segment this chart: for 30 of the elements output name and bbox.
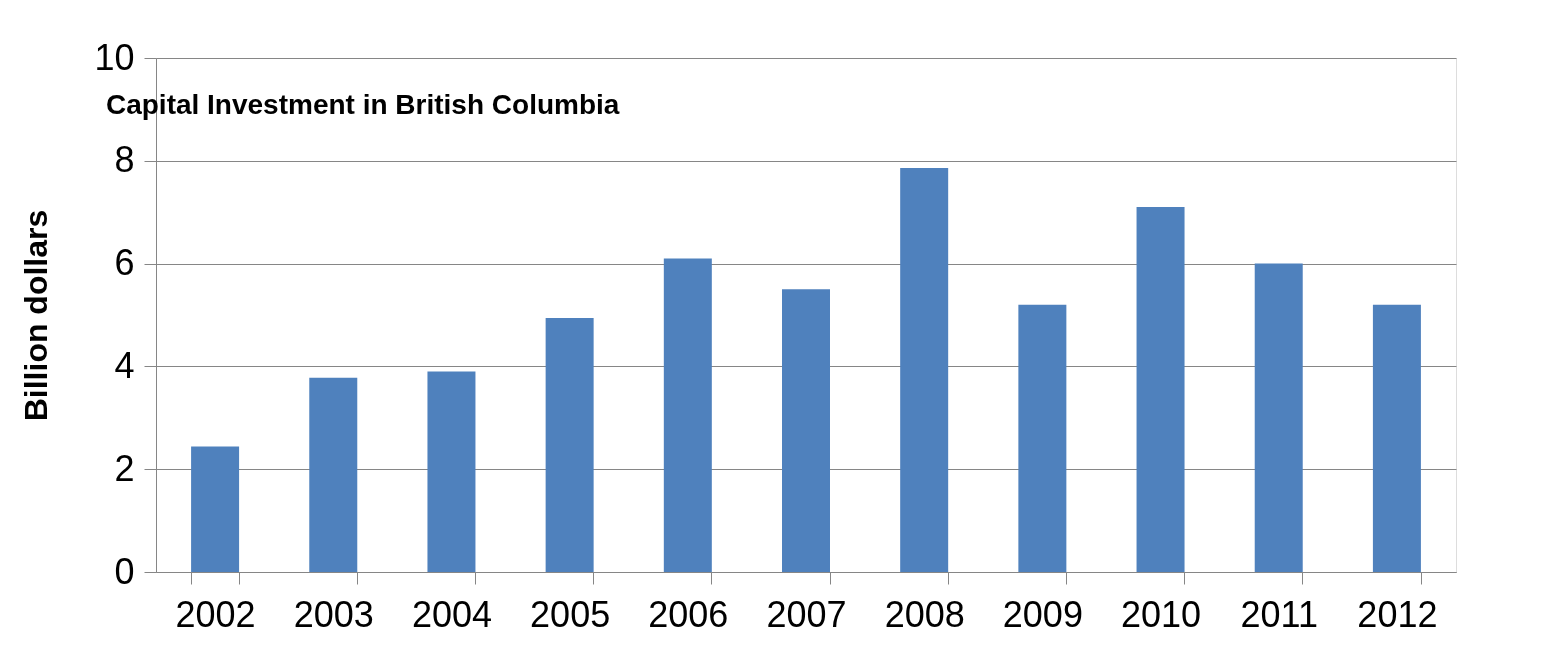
bar bbox=[545, 318, 594, 572]
x-tick-label: 2004 bbox=[411, 593, 492, 635]
bar bbox=[1136, 207, 1185, 572]
bar bbox=[191, 446, 240, 572]
y-tick-label: 4 bbox=[114, 344, 135, 386]
y-tick-label: 10 bbox=[94, 36, 135, 78]
x-tick-label: 2008 bbox=[884, 593, 965, 635]
y-tick-label: 8 bbox=[114, 139, 135, 181]
x-tick-label: 2002 bbox=[175, 593, 256, 635]
y-tick-label: 0 bbox=[114, 550, 135, 592]
text: Capital Investment in British Columbia bbox=[105, 89, 620, 120]
bar bbox=[1254, 263, 1303, 572]
bar bbox=[663, 258, 712, 572]
bar bbox=[1372, 304, 1421, 572]
y-tick-label: 2 bbox=[114, 447, 135, 489]
bar bbox=[1018, 304, 1067, 572]
bar bbox=[427, 371, 476, 572]
y-axis-title: Billion dollars bbox=[18, 209, 55, 422]
x-tick-label: 2003 bbox=[293, 593, 374, 635]
x-tick-label: 2010 bbox=[1121, 593, 1202, 635]
y-tick-label: 6 bbox=[114, 242, 135, 284]
x-tick-label: 2005 bbox=[530, 593, 611, 635]
x-tick-label: 2007 bbox=[766, 593, 847, 635]
x-tick-label: 2006 bbox=[648, 593, 729, 635]
bar bbox=[309, 377, 358, 572]
x-tick-label: 2011 bbox=[1240, 593, 1318, 635]
bar bbox=[900, 168, 949, 572]
x-tick-label: 2009 bbox=[1002, 593, 1083, 635]
x-tick-label: 2012 bbox=[1357, 593, 1438, 635]
bar bbox=[782, 289, 830, 572]
